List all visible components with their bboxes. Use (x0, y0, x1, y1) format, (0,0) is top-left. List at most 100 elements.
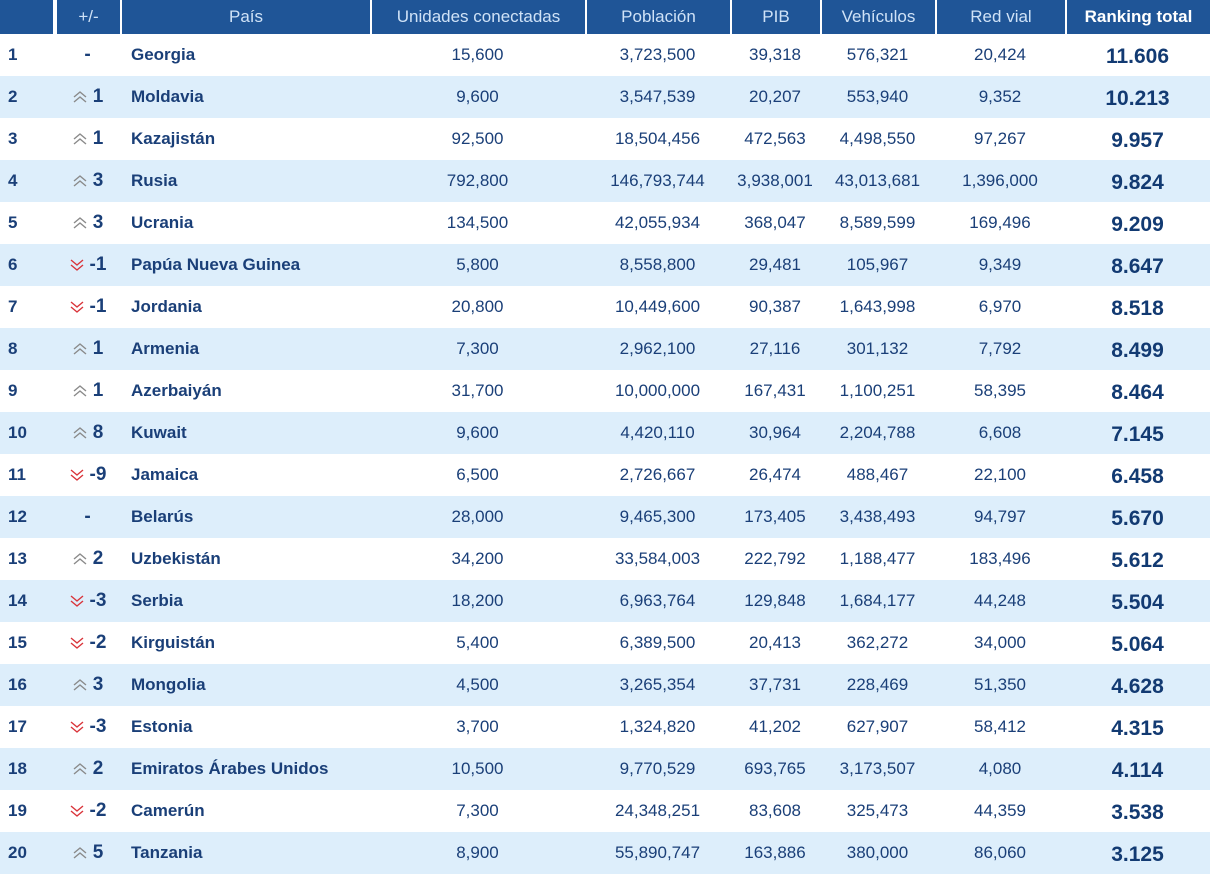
cell-text: 5.504 (1111, 591, 1164, 614)
cell-text: 10,500 (451, 759, 504, 778)
cell-text: 24,348,251 (614, 801, 701, 820)
table-cell: 9,349 (935, 244, 1065, 286)
cell-text: 9.957 (1111, 129, 1164, 152)
table-cell: 18 (0, 748, 55, 790)
table-row: 16 3 Mongolia 4,500 3,265,354 37,731 228,469 51… (0, 664, 1210, 706)
table-cell: 228,469 (820, 664, 935, 706)
cell-text: 1 (92, 380, 104, 401)
cell-text: 8.647 (1111, 255, 1164, 278)
cell-text: Armenia (131, 339, 200, 358)
table-cell: 8.518 (1065, 286, 1210, 328)
table-cell: Estonia (120, 706, 370, 748)
table-cell: 19 (0, 790, 55, 832)
table-cell: 26,474 (730, 454, 820, 496)
table-cell: 58,395 (935, 370, 1065, 412)
table-cell: -1 (55, 244, 120, 286)
table-cell: Moldavia (120, 76, 370, 118)
cell-text: 15,600 (451, 45, 504, 64)
cell-text: 8.464 (1111, 381, 1164, 404)
table-cell: 1 (55, 76, 120, 118)
cell-text: 9.824 (1111, 171, 1164, 194)
cell-text: 20,424 (974, 45, 1026, 64)
table-cell: 3 (55, 160, 120, 202)
cell-text: 28,000 (451, 507, 504, 526)
cell-text: 129,848 (744, 591, 806, 610)
table-cell: 472,563 (730, 118, 820, 160)
table-cell: 41,202 (730, 706, 820, 748)
cell-text: 18,504,456 (614, 129, 701, 148)
table-cell: 627,907 (820, 706, 935, 748)
table-cell: 2,726,667 (585, 454, 730, 496)
cell-text: 5.064 (1111, 633, 1164, 656)
cell-text: Azerbaiyán (131, 381, 222, 400)
table-cell: 20 (0, 832, 55, 874)
table-cell: 8.464 (1065, 370, 1210, 412)
cell-text: 8,589,599 (839, 213, 916, 232)
cell-text: Papúa Nueva Guinea (131, 255, 301, 274)
table-cell: 20,424 (935, 34, 1065, 76)
cell-text: 792,800 (446, 171, 509, 190)
header-cell: Unidades conectadas (372, 0, 585, 34)
table-cell: 3,173,507 (820, 748, 935, 790)
cell-text: 4.628 (1111, 675, 1164, 698)
cell-text: 3,938,001 (737, 171, 813, 190)
cell-text: 10,449,600 (614, 297, 701, 316)
table-cell: 8.647 (1065, 244, 1210, 286)
header-cell (0, 0, 53, 34)
table-cell: 6,500 (370, 454, 585, 496)
cell-text: Ucrania (131, 213, 194, 232)
cell-text: 26,474 (749, 465, 801, 484)
table-cell: 4,500 (370, 664, 585, 706)
cell-text: 3,547,539 (619, 87, 696, 106)
table-cell: 6,970 (935, 286, 1065, 328)
cell-text: 3.125 (1111, 843, 1164, 866)
table-cell: 488,467 (820, 454, 935, 496)
cell-text: Serbia (131, 591, 183, 610)
cell-text: 9,600 (456, 87, 499, 106)
table-cell: 6,608 (935, 412, 1065, 454)
table-cell: Serbia (120, 580, 370, 622)
table-cell: 27,116 (730, 328, 820, 370)
table-cell: 1,188,477 (820, 538, 935, 580)
cell-text: 9,770,529 (619, 759, 696, 778)
table-cell: 1 (0, 34, 55, 76)
table-cell: 3,700 (370, 706, 585, 748)
table-cell: 4,498,550 (820, 118, 935, 160)
header-label: +/- (78, 7, 99, 26)
table-cell: 15,600 (370, 34, 585, 76)
cell-text: 1 (92, 86, 104, 107)
cell-text: 20,207 (749, 87, 801, 106)
cell-text: 44,248 (974, 591, 1026, 610)
table-row: 1 - Georgia 15,600 3,723,500 39,318 576,321 20,… (0, 34, 1210, 76)
cell-text: 9.209 (1111, 213, 1164, 236)
cell-text: 7 (8, 297, 18, 316)
table-cell: Uzbekistán (120, 538, 370, 580)
table-cell: 3,938,001 (730, 160, 820, 202)
table-cell: 11.606 (1065, 34, 1210, 76)
down-arrow-icon (70, 259, 83, 271)
table-cell: 8,589,599 (820, 202, 935, 244)
table-cell: 86,060 (935, 832, 1065, 874)
cell-text: 7,792 (978, 339, 1022, 358)
up-arrow-icon (73, 217, 87, 229)
table-row: 7 -1 Jordania 20,800 10,449,600 90,387 1,643,9… (0, 286, 1210, 328)
header-label: País (228, 7, 264, 26)
cell-text: 8,900 (456, 843, 499, 862)
cell-text: 627,907 (846, 717, 909, 736)
cell-text: 8 (8, 339, 18, 358)
up-arrow-icon (73, 679, 87, 691)
cell-text: 693,765 (744, 759, 806, 778)
cell-text: 3,438,493 (839, 507, 916, 526)
table-cell: -2 (55, 790, 120, 832)
cell-text: Moldavia (131, 87, 204, 106)
table-cell: 1,643,998 (820, 286, 935, 328)
table-cell: 13 (0, 538, 55, 580)
table-cell: - (55, 34, 120, 76)
cell-text: 7.145 (1111, 423, 1164, 446)
table-cell: 1,100,251 (820, 370, 935, 412)
table-cell: -3 (55, 706, 120, 748)
cell-text: 27,116 (749, 339, 801, 358)
table-cell: 55,890,747 (585, 832, 730, 874)
table-cell: -2 (55, 622, 120, 664)
down-arrow-icon (70, 805, 83, 817)
